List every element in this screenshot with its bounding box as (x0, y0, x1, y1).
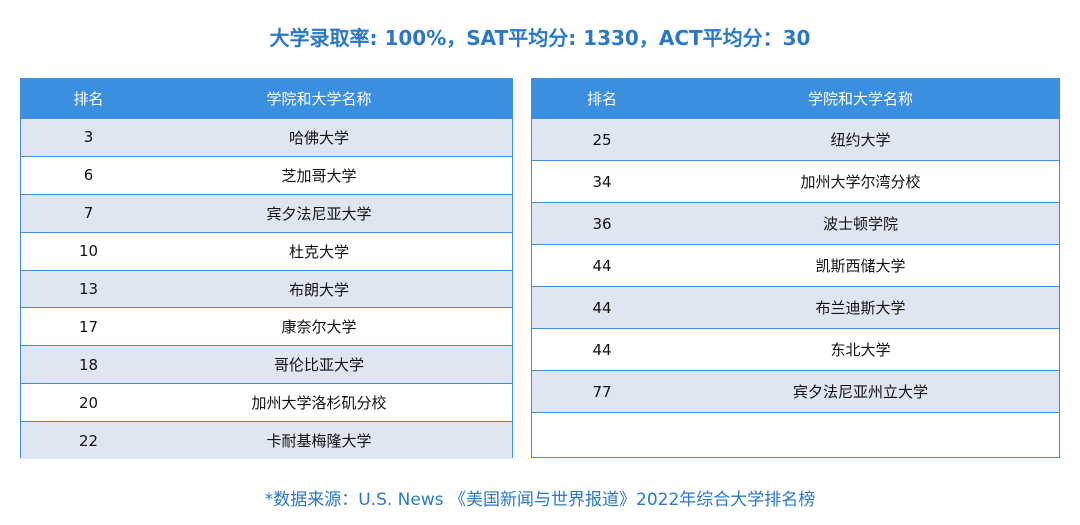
name-column-header: 学院和大学名称 (807, 90, 913, 108)
rank-cell: 6 (83, 166, 94, 185)
table-row: 18 哥伦比亚大学 (21, 345, 512, 384)
rank-cell: 7 (83, 204, 94, 223)
ranking-table-right: 排名 学院和大学名称 25 纽约大学 34 加州大学尔湾分校 36 波士顿学院 … (531, 78, 1060, 458)
rank-cell: 22 (78, 431, 99, 450)
university-name-cell: 加州大学尔湾分校 (800, 173, 921, 191)
data-source-note: *数据来源：U.S. News 《美国新闻与世界报道》2022年综合大学排名榜 (264, 490, 816, 510)
rank-cell: 44 (592, 256, 612, 275)
table-row: 3 哈佛大学 (21, 118, 512, 156)
university-name-cell: 康奈尔大学 (281, 318, 357, 337)
rank-cell: 25 (592, 130, 612, 149)
university-name-cell: 布朗大学 (288, 280, 349, 299)
rank-column-header: 排名 (73, 90, 104, 108)
university-name-cell: 宾夕法尼亚州立大学 (792, 383, 928, 401)
university-name-cell: 杜克大学 (288, 242, 349, 261)
university-name-cell: 东北大学 (830, 341, 891, 359)
university-name-cell: 波士顿学院 (822, 215, 898, 233)
university-name-cell: 卡耐基梅隆大学 (266, 432, 372, 451)
table-row: 22 卡耐基梅隆大学 (21, 421, 512, 460)
university-name-cell: 布兰迪斯大学 (815, 299, 906, 317)
ranking-table-left: 排名 学院和大学名称 3 哈佛大学 6 芝加哥大学 7 宾夕法尼亚大学 10 杜… (20, 78, 513, 460)
university-name-cell: 芝加哥大学 (281, 166, 357, 185)
rank-cell: 77 (592, 382, 612, 401)
rank-cell: 44 (592, 340, 612, 359)
table-row: 44 布兰迪斯大学 (532, 286, 1059, 328)
table-row: 44 凯斯西储大学 (532, 244, 1059, 286)
rank-cell: 18 (78, 355, 99, 374)
rank-cell: 3 (83, 128, 94, 147)
table-row: 44 东北大学 (532, 328, 1059, 370)
table-row: 20 加州大学洛杉矶分校 (21, 383, 512, 421)
table-row: 10 杜克大学 (21, 231, 512, 270)
university-name-cell: 宾夕法尼亚大学 (266, 204, 372, 223)
table-row: 6 芝加哥大学 (21, 155, 512, 194)
university-name-cell: 纽约大学 (830, 131, 891, 149)
empty-table-row (532, 412, 1059, 457)
table-row: 17 康奈尔大学 (21, 307, 512, 345)
name-column-header: 学院和大学名称 (266, 90, 372, 108)
table-row: 34 加州大学尔湾分校 (532, 160, 1059, 202)
table-row: 36 波士顿学院 (532, 202, 1059, 244)
university-name-cell: 加州大学洛杉矶分校 (251, 394, 387, 413)
rank-cell: 44 (592, 298, 612, 317)
rank-cell: 10 (78, 242, 99, 261)
university-name-cell: 哈佛大学 (288, 128, 349, 147)
rank-column-header: 排名 (586, 90, 617, 108)
table-row: 7 宾夕法尼亚大学 (21, 193, 512, 232)
page-title: 大学录取率: 100%，SAT平均分: 1330，ACT平均分：30 (269, 26, 811, 50)
rank-cell: 34 (592, 172, 612, 191)
rank-cell: 17 (78, 317, 99, 336)
university-name-cell: 凯斯西储大学 (815, 257, 906, 275)
university-name-cell: 哥伦比亚大学 (273, 356, 364, 375)
table-header: 排名 学院和大学名称 (532, 79, 1059, 118)
table-header: 排名 学院和大学名称 (21, 79, 512, 118)
rank-cell: 20 (78, 393, 99, 412)
table-row: 77 宾夕法尼亚州立大学 (532, 370, 1059, 412)
rank-cell: 36 (592, 214, 612, 233)
rank-cell: 13 (78, 280, 99, 298)
table-row: 13 布朗大学 (21, 269, 512, 308)
table-row: 25 纽约大学 (532, 118, 1059, 160)
